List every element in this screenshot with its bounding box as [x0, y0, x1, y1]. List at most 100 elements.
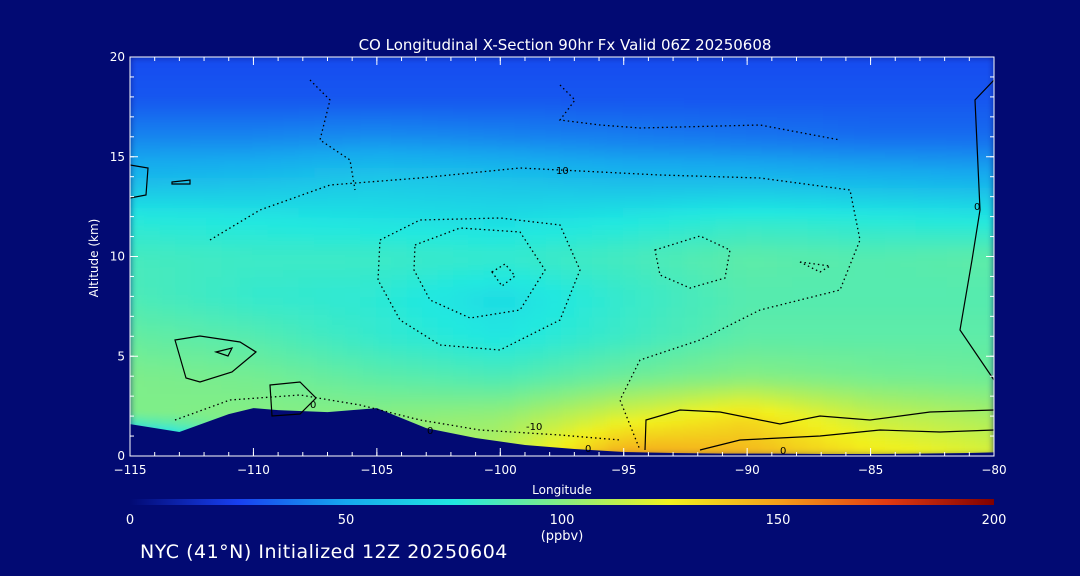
contour-label-0-c: 0	[585, 444, 591, 455]
co-cell	[283, 375, 301, 388]
co-cell	[684, 445, 702, 456]
co-cell	[283, 325, 301, 338]
co-cell	[653, 155, 671, 168]
co-cell	[761, 75, 779, 88]
co-cell	[823, 225, 841, 238]
co-cell	[144, 235, 162, 248]
co-cell	[807, 235, 826, 248]
co-cell	[206, 195, 224, 208]
co-cell	[931, 225, 949, 238]
co-cell	[130, 255, 147, 268]
co-cell	[699, 355, 718, 368]
co-cell	[638, 345, 656, 358]
co-cell	[792, 125, 810, 138]
co-cell	[730, 355, 749, 368]
co-cell	[869, 185, 887, 198]
co-cell	[267, 395, 286, 408]
co-cell	[298, 385, 317, 398]
co-cell	[422, 305, 440, 318]
co-cell	[931, 335, 949, 348]
co-cell	[422, 245, 440, 258]
co-cell	[144, 315, 162, 328]
co-cell	[130, 65, 147, 78]
co-cell	[237, 135, 255, 148]
co-cell	[962, 415, 980, 428]
co-cell	[375, 235, 394, 248]
co-cell	[252, 365, 270, 378]
co-cell	[175, 115, 193, 128]
co-cell	[159, 365, 178, 378]
co-cell	[915, 235, 934, 248]
co-cell	[777, 195, 795, 208]
co-cell	[561, 255, 579, 268]
co-cell	[468, 215, 486, 228]
contour-label-10: 10	[556, 166, 569, 177]
co-cell	[977, 115, 994, 128]
co-cell	[684, 215, 702, 228]
co-cell	[946, 175, 965, 188]
co-cell	[130, 145, 147, 158]
co-cell	[329, 285, 347, 298]
co-cell	[329, 195, 347, 208]
co-cell	[946, 445, 965, 456]
co-cell	[638, 75, 656, 88]
co-cell	[499, 205, 517, 218]
co-cell	[730, 165, 749, 178]
co-cell	[854, 85, 872, 98]
co-cell	[298, 145, 317, 158]
co-cell	[190, 125, 209, 138]
co-cell	[684, 145, 702, 158]
co-cell	[298, 395, 317, 408]
co-cell	[283, 225, 301, 238]
co-cell	[499, 85, 517, 98]
co-cell	[854, 255, 872, 268]
co-cell	[823, 215, 841, 228]
co-cell	[638, 215, 656, 228]
co-cell	[931, 175, 949, 188]
co-cell	[545, 205, 563, 218]
co-cell	[545, 165, 563, 178]
co-cell	[329, 335, 347, 348]
co-cell	[144, 105, 162, 118]
co-cell	[453, 155, 471, 168]
co-cell	[483, 395, 502, 408]
co-cell	[730, 255, 749, 268]
co-cell	[175, 315, 193, 328]
co-cell	[684, 295, 702, 308]
co-cell	[267, 205, 286, 218]
co-cell	[699, 295, 718, 308]
co-cell	[669, 445, 687, 456]
co-cell	[530, 145, 548, 158]
co-cell	[746, 245, 764, 258]
co-cell	[530, 305, 548, 318]
co-cell	[977, 105, 994, 118]
co-cell	[900, 155, 918, 168]
co-cell	[746, 375, 764, 388]
co-cell	[669, 325, 687, 338]
colorbar-ticks: 0 50 100 150 200	[126, 513, 1007, 528]
co-cell	[761, 135, 779, 148]
co-cell	[684, 65, 702, 78]
co-cell	[190, 415, 209, 428]
co-cell	[869, 325, 887, 338]
co-cell	[838, 145, 857, 158]
co-cell	[514, 285, 533, 298]
co-cell	[746, 185, 764, 198]
co-cell	[252, 205, 270, 218]
co-cell	[792, 255, 810, 268]
co-cell	[699, 415, 718, 428]
co-cell	[190, 235, 209, 248]
co-cell	[885, 175, 903, 188]
co-cell	[622, 405, 641, 418]
co-cell	[684, 355, 702, 368]
co-cell	[159, 65, 178, 78]
co-cell	[406, 295, 425, 308]
co-cell	[885, 245, 903, 258]
co-cell	[267, 105, 286, 118]
co-cell	[159, 275, 178, 288]
co-cell	[885, 135, 903, 148]
co-cell	[931, 215, 949, 228]
co-cell	[267, 185, 286, 198]
co-cell	[514, 175, 533, 188]
co-cell	[607, 175, 625, 188]
